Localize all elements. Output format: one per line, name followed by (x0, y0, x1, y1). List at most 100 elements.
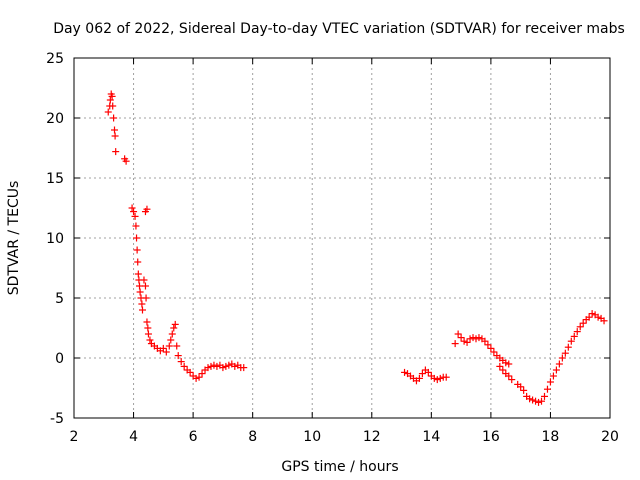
x-tick-label: 14 (422, 429, 440, 445)
data-point (170, 324, 178, 332)
data-point (505, 372, 513, 380)
data-point (543, 385, 551, 393)
data-point (600, 317, 608, 325)
data-point (219, 364, 227, 372)
data-point (144, 330, 152, 338)
data-point (517, 383, 525, 391)
data-point (401, 368, 409, 376)
data-point (198, 370, 206, 378)
data-point (570, 332, 578, 340)
data-point (159, 344, 167, 352)
y-tick-label: 10 (46, 231, 64, 247)
data-point (112, 148, 120, 156)
data-point (110, 126, 118, 134)
data-point (146, 336, 154, 344)
data-point (529, 396, 537, 404)
data-point (134, 270, 142, 278)
data-point (143, 205, 151, 213)
data-point (104, 108, 112, 116)
data-point (481, 337, 489, 345)
data-point (167, 336, 175, 344)
data-point (122, 157, 130, 165)
data-point (136, 282, 144, 290)
data-point (143, 318, 151, 326)
data-point (186, 368, 194, 376)
data-point (133, 234, 141, 242)
data-point (165, 342, 173, 350)
data-point (171, 320, 179, 328)
data-point (526, 395, 534, 403)
data-point (174, 352, 182, 360)
data-point (555, 360, 563, 368)
data-point (496, 362, 504, 370)
data-point (132, 222, 140, 230)
data-point (133, 246, 141, 254)
data-point (225, 361, 233, 369)
data-point (430, 374, 438, 382)
chart-title: Day 062 of 2022, Sidereal Day-to-day VTE… (53, 21, 625, 37)
data-point (567, 337, 575, 345)
data-point (168, 330, 176, 338)
data-point (532, 397, 540, 405)
data-point (433, 376, 441, 384)
data-point (210, 361, 218, 369)
data-point (585, 313, 593, 321)
y-tick-label: 0 (55, 351, 64, 367)
grid-lines (74, 58, 610, 418)
data-point (535, 398, 543, 406)
data-point (424, 368, 432, 376)
data-point (469, 334, 477, 342)
data-point (520, 386, 528, 394)
data-point (460, 337, 468, 345)
data-point (499, 366, 507, 374)
axis-ticks: 2 4 6 8 10 12 14 16 18 20 -5 0 5 10 15 20 25 (46, 51, 619, 445)
data-point (451, 340, 459, 348)
data-point (213, 362, 221, 370)
data-point (490, 348, 498, 356)
data-point (144, 324, 152, 332)
data-point (561, 349, 569, 357)
data-point (418, 370, 426, 378)
data-point (508, 376, 516, 384)
y-axis-label: SDTVAR / TECUs (6, 181, 22, 296)
data-point (180, 362, 188, 370)
data-point (594, 313, 602, 321)
data-point (564, 343, 572, 351)
data-point (136, 288, 144, 296)
y-tick-label: 5 (55, 291, 64, 307)
x-tick-label: 2 (70, 429, 79, 445)
data-point (558, 354, 566, 362)
data-point (108, 92, 116, 100)
data-point (454, 330, 462, 338)
data-point (138, 306, 146, 314)
data-point (573, 328, 581, 336)
data-point (138, 300, 146, 308)
data-point (579, 319, 587, 327)
x-tick-label: 16 (482, 429, 500, 445)
data-point (538, 397, 546, 405)
y-tick-label: 25 (46, 51, 64, 67)
data-point (472, 335, 480, 343)
data-point (192, 374, 200, 382)
data-point (463, 338, 471, 346)
data-point (475, 334, 483, 342)
x-axis-label: GPS time / hours (281, 459, 398, 475)
data-point (231, 362, 239, 370)
data-point (134, 258, 142, 266)
data-point (466, 335, 474, 343)
data-point (204, 364, 212, 372)
data-point (540, 392, 548, 400)
data-point (207, 362, 215, 370)
y-tick-label: -5 (50, 411, 64, 427)
data-point (141, 282, 149, 290)
data-point (140, 276, 148, 284)
data-point (240, 364, 248, 372)
data-point (109, 102, 117, 110)
data-point (415, 374, 423, 382)
data-point (484, 341, 492, 349)
y-tick-label: 20 (46, 111, 64, 127)
data-point (106, 96, 114, 104)
data-point (487, 344, 495, 352)
data-point (552, 366, 560, 374)
x-tick-label: 8 (248, 429, 257, 445)
